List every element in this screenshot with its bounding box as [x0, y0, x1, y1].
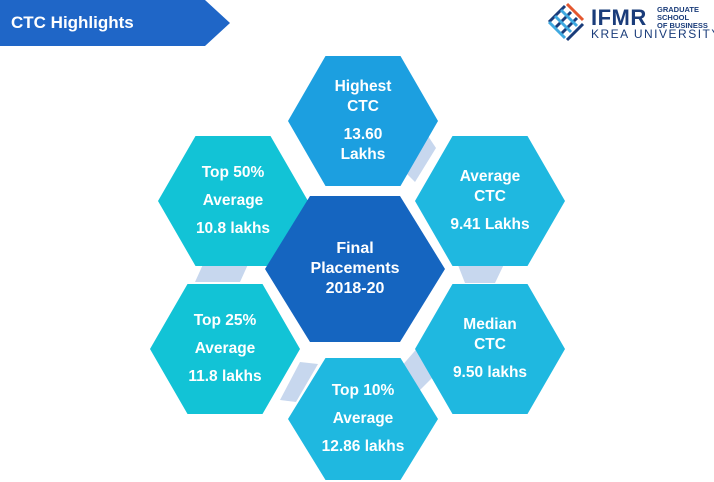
- hex-highest-label: Highest CTC: [334, 78, 392, 115]
- hex-center-label: Final Placements 2018-20: [310, 240, 400, 297]
- hex-top50-sub: Average: [202, 192, 264, 209]
- hex-top25-label: Top 25%: [193, 312, 257, 329]
- hex-top10-label: Top 10%: [331, 382, 395, 399]
- hex-median-label: Median CTC: [463, 316, 517, 353]
- hex-average-label: Average CTC: [459, 168, 521, 205]
- hex-top25-value: 11.8 lakhs: [188, 368, 262, 385]
- ifmr-logo: IFMR GRADUATE SCHOOL OF BUSINESS KREA UN…: [545, 2, 714, 42]
- hex-top50-value: 10.8 lakhs: [195, 220, 271, 237]
- hex-top10-sub: Average: [332, 410, 394, 427]
- title-banner: CTC Highlights: [0, 0, 230, 46]
- hex-top25-sub: Average: [194, 340, 256, 357]
- hex-median-value: 9.50 lakhs: [452, 364, 528, 381]
- logo-university-text: KREA UNIVERSITY: [591, 27, 714, 41]
- logo-ifmr-text: IFMR: [591, 5, 647, 30]
- hex-highest-value: 13.60 Lakhs: [340, 126, 386, 163]
- hex-average-ctc: Average CTC 9.41 Lakhs: [415, 136, 565, 266]
- connector-top10-top25: [280, 362, 318, 402]
- hex-top50-label: Top 50%: [201, 164, 265, 181]
- hex-average-value: 9.41 Lakhs: [450, 216, 530, 233]
- logo-school-text: GRADUATE SCHOOL OF BUSINESS: [657, 5, 708, 30]
- hex-top10: Top 10% Average 12.86 lakhs: [288, 358, 438, 480]
- logo-mark-icon: [547, 2, 585, 42]
- page-title: CTC Highlights: [11, 13, 134, 32]
- hex-top10-value: 12.86 lakhs: [321, 438, 405, 455]
